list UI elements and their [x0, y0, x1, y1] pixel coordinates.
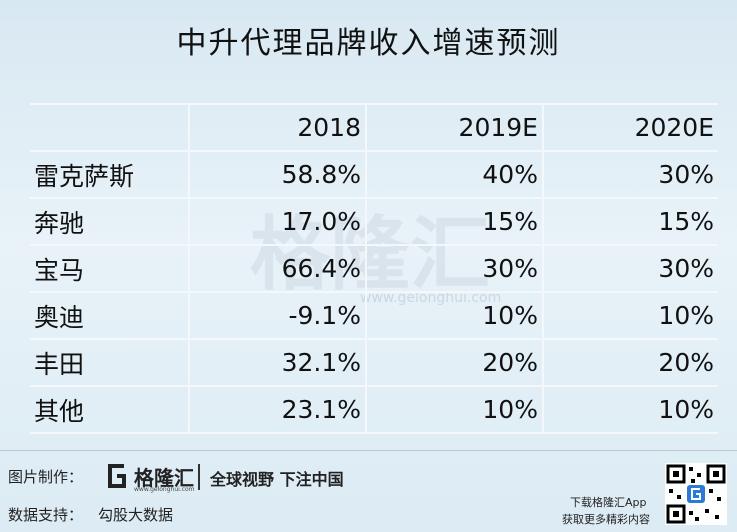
cell: 58.8% [188, 150, 366, 199]
separator [198, 464, 200, 490]
table-row: 雷克萨斯 58.8% 40% 30% [30, 150, 718, 199]
cell: 30% [541, 244, 718, 293]
row-label: 宝马 [30, 244, 189, 293]
cell: 15% [364, 197, 543, 246]
title: 中升代理品牌收入增速预测 [176, 26, 561, 61]
cell: 10% [541, 385, 718, 434]
cell: 20% [541, 338, 718, 387]
header-cell [30, 103, 189, 152]
table-row: 奥迪 -9.1% 10% 10% [30, 291, 718, 340]
slogan: 全球视野 下注中国 [210, 470, 344, 489]
table-row: 丰田 32.1% 20% 20% [30, 338, 718, 387]
row-label: 其他 [30, 385, 189, 434]
row-label: 奥迪 [30, 291, 189, 340]
table-row: 其他 23.1% 10% 10% [30, 385, 718, 434]
table-row: 奔驰 17.0% 15% 15% [30, 197, 718, 246]
cell: 10% [364, 385, 543, 434]
cell: 20% [364, 338, 543, 387]
header-row: 2018 2019E 2020E [30, 103, 718, 152]
qr-code [665, 463, 727, 525]
app-line2: 获取更多精彩内容 [562, 513, 650, 526]
cell: 30% [364, 244, 543, 293]
cell: 30% [541, 150, 718, 199]
app-line1: 下载格隆汇App [570, 496, 647, 509]
header-cell: 2019E [364, 103, 543, 152]
cell: 66.4% [188, 244, 366, 293]
cell: 15% [541, 197, 718, 246]
logo-icon [108, 464, 126, 488]
cell: 10% [541, 291, 718, 340]
cell: 10% [364, 291, 543, 340]
row-label: 雷克萨斯 [30, 150, 189, 199]
header-cell: 2018 [188, 103, 366, 152]
cell: 23.1% [188, 385, 366, 434]
logo-text: 格隆汇 [134, 466, 194, 490]
cell: 32.1% [188, 338, 366, 387]
table-row: 宝马 66.4% 30% 30% [30, 244, 718, 293]
cell: 40% [364, 150, 543, 199]
row-label: 丰田 [30, 338, 189, 387]
row-label: 奔驰 [30, 197, 189, 246]
cell: 17.0% [188, 197, 366, 246]
data-source: 勾股大数据 [98, 506, 174, 524]
cell: -9.1% [188, 291, 366, 340]
data-source-label: 数据支持： [8, 506, 84, 524]
divider [0, 450, 737, 451]
table: 2018 2019E 2020E 雷克萨斯 58.8% 40% 30% 奔驰 17.0% 15% 1… [30, 103, 718, 434]
logo-url: www.gelonghui.com [134, 486, 195, 493]
header-cell: 2020E [541, 103, 718, 152]
made-by-label: 图片制作： [8, 468, 84, 486]
